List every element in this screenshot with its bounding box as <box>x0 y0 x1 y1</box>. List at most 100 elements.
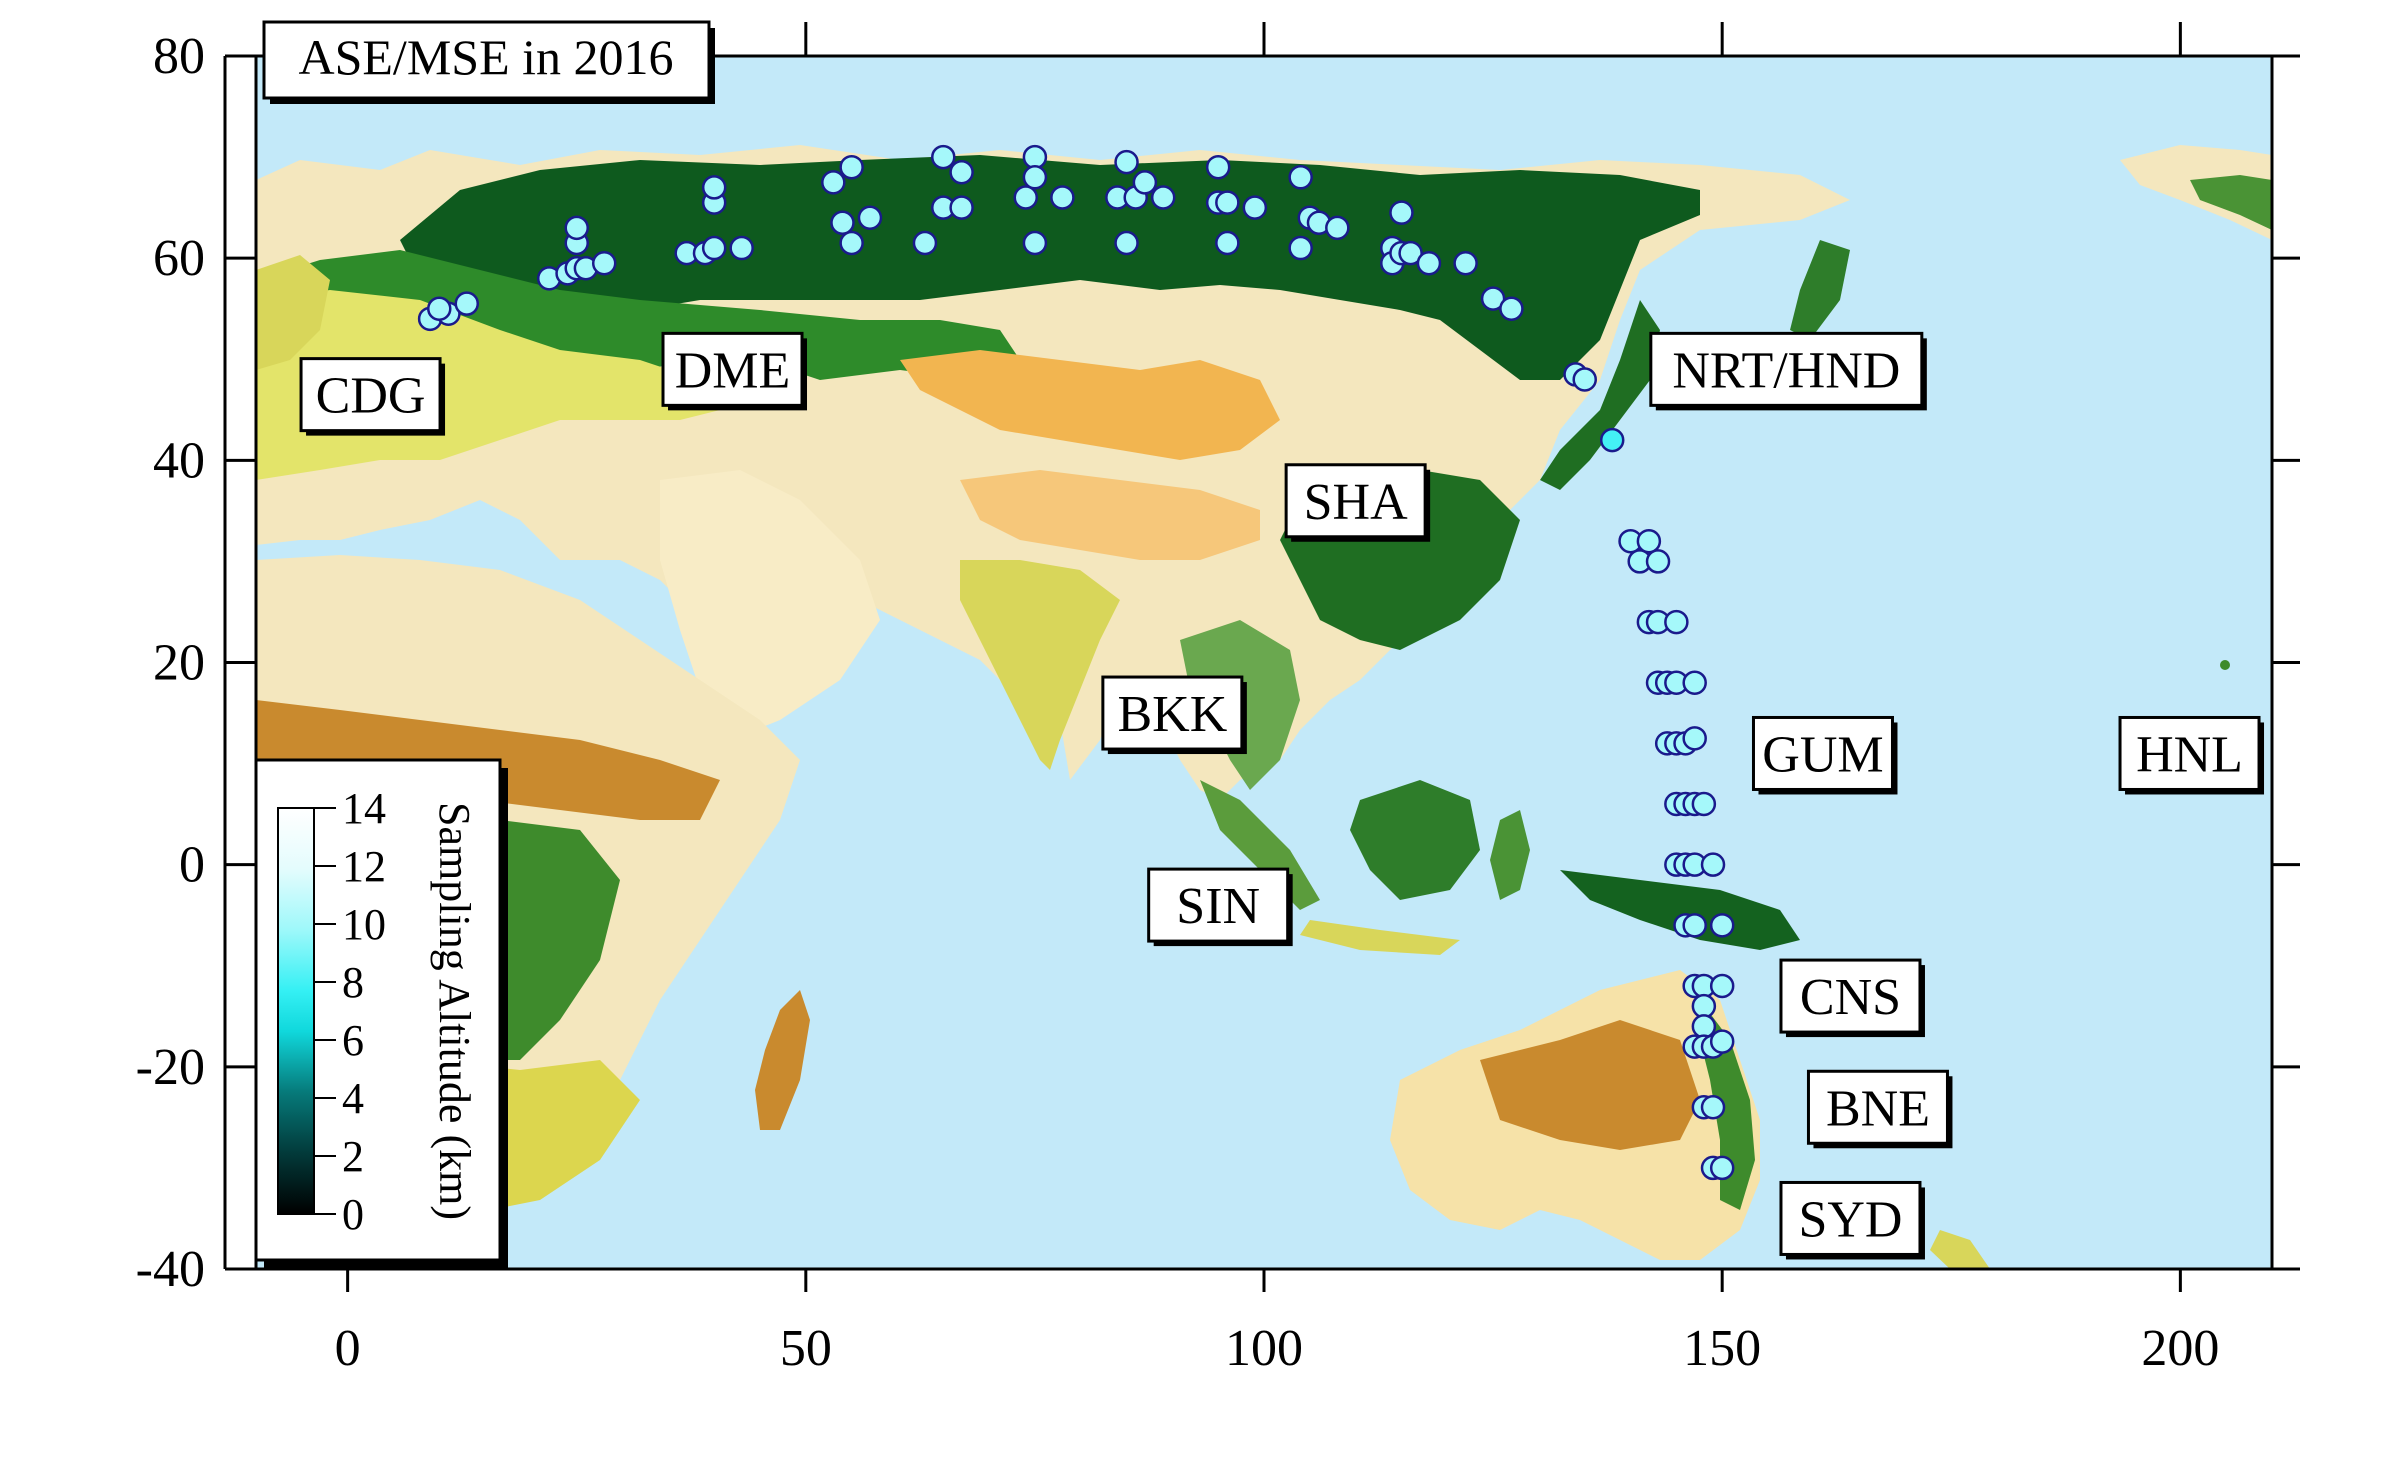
sulawesi <box>1490 810 1530 900</box>
airport-label-dme: DME <box>661 331 808 411</box>
airport-label-bkk: BKK <box>1101 675 1247 755</box>
borneo <box>1350 780 1480 900</box>
sample-point <box>1114 149 1139 175</box>
sample-point <box>701 175 727 200</box>
sample-point <box>1416 250 1442 276</box>
y-tick-label: -40 <box>136 1241 205 1298</box>
y-tick-label: -20 <box>136 1039 205 1096</box>
airport-label-sin: SIN <box>1147 867 1293 947</box>
y-tick-label: 60 <box>153 230 205 287</box>
x-axis-ticks: 0 50 100 150 200 <box>335 1269 2219 1377</box>
sample-point <box>1114 230 1139 256</box>
airport-label-nrt-hnd: NRT/HND <box>1649 331 1927 411</box>
sample-point <box>1709 913 1735 938</box>
australia-interior <box>1480 1020 1700 1150</box>
chart-title: ASE/MSE in 2016 <box>298 29 673 85</box>
sample-point <box>1288 235 1313 261</box>
sample-point <box>1691 1014 1717 1039</box>
title-box: ASE/MSE in 2016 <box>262 20 715 104</box>
sample-point <box>1325 215 1350 241</box>
x-tick-label: 0 <box>335 1320 361 1377</box>
sample-point <box>701 235 727 261</box>
colorbar-tick-label: 12 <box>342 842 386 891</box>
sample-point <box>1599 427 1625 453</box>
airport-code: DME <box>675 342 791 399</box>
japan <box>1540 300 1660 490</box>
colorbar-tick-label: 6 <box>342 1016 364 1065</box>
x-tick-label: 200 <box>2141 1320 2219 1377</box>
colorbar-tick-label: 10 <box>342 900 386 949</box>
sample-point <box>1499 296 1524 321</box>
airport-code: NRT/HND <box>1672 342 1900 399</box>
airport-label-bne: BNE <box>1806 1069 1953 1149</box>
sample-point <box>1050 185 1075 210</box>
sample-point <box>1700 1095 1726 1120</box>
sample-point <box>931 144 956 170</box>
sample-point <box>1205 154 1231 180</box>
sample-point <box>857 205 883 230</box>
sample-point <box>1215 230 1240 256</box>
airport-code: BNE <box>1826 1080 1930 1137</box>
x-tick-label: 100 <box>1225 1320 1303 1377</box>
sample-point <box>729 235 754 261</box>
new-zealand <box>1930 1230 1990 1269</box>
sample-point <box>1480 286 1506 311</box>
sample-point <box>1709 1029 1735 1054</box>
sample-point <box>591 250 617 276</box>
sample-point <box>949 195 974 220</box>
sample-point <box>1453 250 1478 276</box>
x-tick-label: 150 <box>1683 1320 1761 1377</box>
airport-code: SIN <box>1176 878 1260 935</box>
tibet-plateau <box>960 470 1260 560</box>
colorbar-tick-label: 0 <box>342 1190 364 1239</box>
sample-point <box>1150 185 1176 210</box>
sample-point <box>1709 1155 1735 1181</box>
airport-label-gum: GUM <box>1751 715 1898 795</box>
sample-point <box>1636 528 1662 554</box>
airport-label-cdg: CDG <box>299 357 446 436</box>
airport-code: BKK <box>1117 686 1227 743</box>
sample-point <box>1398 240 1423 266</box>
airport-code: HNL <box>2136 726 2243 783</box>
sample-point <box>1682 726 1707 751</box>
arabia <box>660 470 880 740</box>
java <box>1300 920 1460 955</box>
airport-code: CNS <box>1800 969 1901 1026</box>
airport-code: CDG <box>316 368 426 425</box>
sample-point <box>1682 670 1707 695</box>
sample-point <box>1215 190 1240 215</box>
sample-point <box>454 291 480 316</box>
sample-point <box>1645 549 1671 574</box>
sample-point <box>1132 170 1158 195</box>
y-tick-label: 20 <box>153 635 205 692</box>
colorbar-tick-label: 14 <box>342 784 386 833</box>
sample-point <box>427 296 452 321</box>
sample-point <box>1022 165 1048 190</box>
airport-code: GUM <box>1762 726 1883 783</box>
colorbar-tick-label: 2 <box>342 1132 364 1181</box>
alaska-forest <box>2190 175 2272 230</box>
colorbar-tick-label: 4 <box>342 1074 364 1123</box>
central-asia-desert <box>900 350 1280 460</box>
airport-label-sha: SHA <box>1284 463 1431 542</box>
y-tick-label: 80 <box>153 28 205 85</box>
sample-point <box>1682 913 1707 938</box>
y-axis-ticks: 80 60 40 20 0 -20 -40 <box>136 28 256 1298</box>
sample-point <box>839 154 864 180</box>
y-tick-label: 0 <box>179 837 205 894</box>
airport-code: SHA <box>1304 474 1408 531</box>
sample-point <box>912 230 938 256</box>
temperate-belt <box>256 250 1020 440</box>
sample-point <box>830 210 855 236</box>
sample-point <box>564 215 589 241</box>
sample-point <box>1022 230 1048 256</box>
airport-label-hnl: HNL <box>2118 715 2265 795</box>
colorbar-tick-label: 8 <box>342 958 364 1007</box>
sample-point <box>1013 185 1038 210</box>
sample-point <box>821 170 846 195</box>
sample-point <box>839 230 864 256</box>
airport-label-syd: SYD <box>1779 1180 1925 1260</box>
colorbar-gradient <box>277 807 315 1215</box>
kamchatka <box>1790 240 1850 340</box>
